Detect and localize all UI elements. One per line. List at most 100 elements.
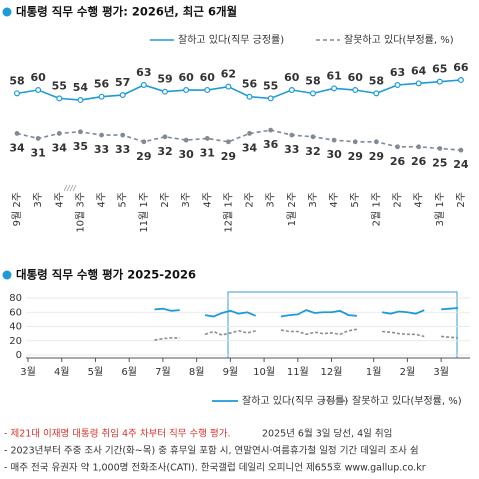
x-tick-label: 2월	[400, 366, 416, 378]
value-label: 58	[9, 74, 24, 87]
value-label: 62	[221, 68, 236, 81]
x-tick-label: 2주	[456, 192, 467, 208]
point	[246, 93, 253, 100]
x-tick-label: 1월	[366, 366, 382, 378]
value-label: 36	[263, 138, 279, 151]
point	[78, 129, 83, 135]
point	[225, 83, 232, 90]
point	[99, 132, 104, 138]
point	[352, 139, 358, 145]
value-label: 60	[284, 71, 300, 84]
point	[247, 131, 252, 136]
x-tick-label: 11월 1주	[138, 192, 150, 233]
axis-break	[63, 184, 77, 192]
footnote: - 매주 전국 유권자 약 1,000명 전화조사(CATI). 한국갤럽 데일…	[4, 462, 426, 474]
series-line	[154, 307, 459, 318]
title-bullet	[2, 270, 12, 280]
point	[225, 139, 231, 145]
legend-label: 잘하고 있다(직무 긍정률)	[178, 33, 284, 46]
point	[436, 78, 443, 85]
point	[394, 82, 401, 89]
y-tick-label: 40	[9, 322, 22, 333]
point	[35, 87, 42, 94]
value-label: 60	[178, 71, 194, 84]
point	[289, 132, 295, 138]
x-tick-label: 2주	[160, 192, 171, 208]
x-tick-label: 2주	[245, 192, 256, 208]
point	[14, 131, 20, 136]
x-tick-label: 1월 2주	[286, 192, 298, 226]
point	[204, 136, 210, 141]
x-tick-label: 9월 2주	[11, 192, 23, 226]
x-tick-label: 3월	[20, 366, 36, 378]
point	[267, 95, 274, 102]
point	[77, 97, 84, 104]
value-label: 31	[200, 146, 215, 159]
value-label: 56	[242, 78, 258, 91]
x-tick-label: 8월	[189, 366, 205, 378]
x-tick-label: 3주	[181, 192, 192, 208]
point	[56, 131, 62, 136]
point	[35, 136, 41, 141]
point	[331, 85, 338, 92]
value-label: 60	[30, 71, 46, 84]
point	[416, 144, 422, 150]
legend-label: 잘못하고 있다(부정률, %)	[352, 394, 462, 407]
value-label: 31	[30, 146, 45, 159]
x-tick-label: 3월	[433, 366, 449, 378]
series-line	[154, 328, 459, 341]
x-tick-label: 4월	[54, 366, 70, 378]
y-tick-label: 20	[9, 336, 22, 347]
point	[331, 137, 337, 143]
x-tick-label: 3주	[266, 192, 277, 208]
value-label: 63	[136, 66, 151, 79]
x-tick-label: 5주	[118, 192, 129, 208]
value-label: 29	[221, 150, 236, 163]
value-label: 63	[390, 66, 405, 79]
point	[183, 137, 189, 143]
point	[56, 95, 63, 102]
x-tick-label: 10월 3주	[74, 192, 86, 233]
point	[120, 132, 126, 138]
point	[268, 127, 274, 133]
x-tick-label: 12월	[321, 366, 343, 378]
point	[140, 82, 147, 89]
value-label: 30	[326, 148, 342, 161]
point	[162, 134, 168, 140]
value-label: 32	[157, 145, 172, 158]
x-tick-label: 5월	[88, 366, 104, 378]
x-tick-label: 10월	[253, 366, 275, 378]
value-label: 26	[390, 155, 406, 168]
value-label: 34	[9, 141, 25, 154]
value-label: 35	[73, 140, 88, 153]
value-label: 57	[115, 76, 130, 89]
value-label: 29	[136, 150, 151, 163]
value-label: 34	[242, 141, 258, 154]
chart-title: 대통령 직무 수행 평가 2025-2026	[16, 268, 196, 282]
value-label: 33	[94, 143, 109, 156]
value-label: 61	[326, 69, 341, 82]
series-line	[16, 79, 462, 101]
point	[309, 90, 316, 97]
x-tick-label: 5주	[350, 192, 361, 208]
series-line	[16, 129, 462, 151]
point	[183, 87, 190, 94]
legend-label: 잘못하고 있다(부정률, %)	[344, 33, 454, 46]
point	[373, 90, 380, 97]
value-label: 29	[348, 150, 363, 163]
value-label: 55	[52, 79, 67, 92]
value-label: 55	[263, 79, 278, 92]
y-tick-label: 80	[9, 293, 22, 304]
x-tick-label: 3주	[308, 192, 319, 208]
point	[161, 88, 168, 95]
value-label: 54	[73, 81, 89, 94]
point	[14, 90, 21, 97]
x-tick-label: 2주	[393, 192, 404, 208]
x-tick-label: 12월 1주	[222, 192, 234, 233]
point	[310, 134, 316, 140]
point	[204, 87, 211, 94]
point	[373, 139, 379, 145]
x-tick-label: 9월	[223, 366, 239, 378]
point	[352, 87, 359, 94]
point	[395, 144, 400, 150]
